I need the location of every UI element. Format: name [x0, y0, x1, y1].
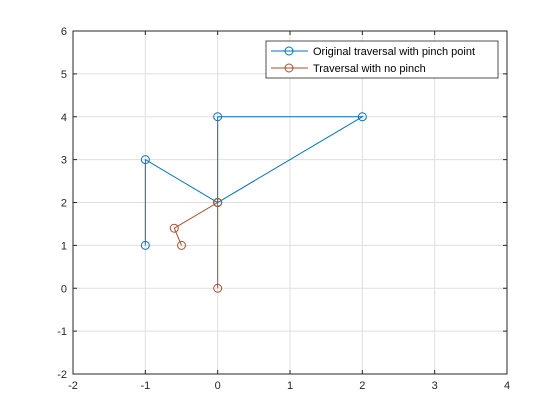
y-tick-label: -1 — [57, 326, 67, 338]
x-tick-label: -1 — [140, 380, 150, 392]
x-tick-label: 0 — [215, 380, 221, 392]
y-tick-label: 3 — [61, 155, 67, 167]
x-tick-label: 4 — [504, 380, 510, 392]
series-2-point — [169, 223, 179, 233]
y-tick-label: 6 — [61, 26, 67, 38]
x-tick-label: 1 — [287, 380, 293, 392]
legend: Original traversal with pinch point Trav… — [265, 40, 499, 79]
y-tick-label: 1 — [61, 240, 67, 252]
series-2-point — [213, 283, 223, 293]
series-1-point — [213, 112, 223, 122]
series-line-1 — [144, 116, 365, 246]
legend-label-1: Original traversal with pinch point — [313, 46, 475, 58]
y-tick-label: 4 — [61, 112, 67, 124]
legend-label-2: Traversal with no pinch — [313, 63, 426, 75]
series-line-2 — [173, 201, 219, 289]
y-tick-label: 5 — [61, 69, 67, 81]
y-tick-label: 0 — [61, 283, 67, 295]
series-1-point — [140, 155, 150, 165]
ticks: -2 -1 0 1 2 3 4 -2 -1 0 1 2 3 4 5 6 — [57, 26, 510, 392]
series-2-point — [213, 198, 223, 207]
legend-entry-2: Traversal with no pinch — [271, 63, 426, 75]
y-tick-label: 2 — [61, 198, 67, 210]
legend-box — [265, 40, 499, 79]
x-tick-label: -2 — [68, 380, 78, 392]
series-1-point — [357, 112, 367, 122]
legend-marker-2 — [284, 63, 294, 73]
y-tick-label: -2 — [57, 369, 67, 381]
series-1-point — [140, 240, 150, 250]
x-tick-label: 2 — [359, 380, 365, 392]
legend-marker-1 — [284, 46, 294, 56]
x-tick-label: 3 — [432, 380, 438, 392]
series-2-point — [177, 240, 186, 250]
legend-entry-1: Original traversal with pinch point — [271, 46, 475, 58]
series-layer — [140, 112, 367, 293]
